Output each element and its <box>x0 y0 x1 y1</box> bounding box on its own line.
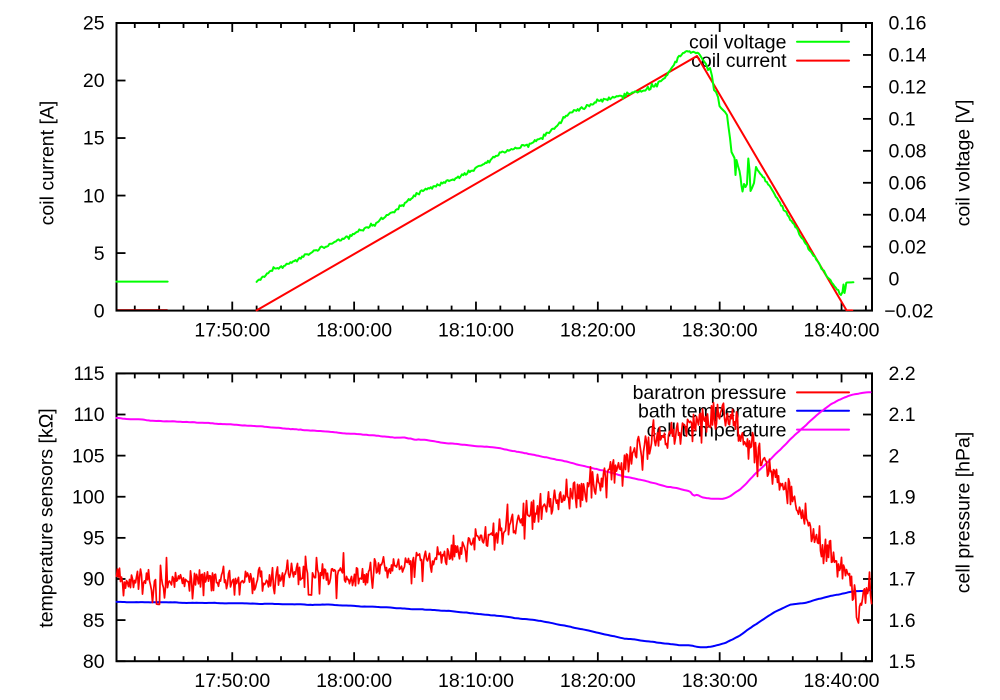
svg-text:0: 0 <box>889 268 900 290</box>
svg-text:0.04: 0.04 <box>889 204 927 226</box>
svg-text:18:20:00: 18:20:00 <box>560 670 636 692</box>
svg-text:coil voltage: coil voltage <box>689 31 787 53</box>
svg-text:coil voltage [V]: coil voltage [V] <box>953 100 975 227</box>
svg-text:17:50:00: 17:50:00 <box>194 670 270 692</box>
svg-text:18:40:00: 18:40:00 <box>804 320 880 342</box>
svg-text:18:30:00: 18:30:00 <box>682 320 758 342</box>
svg-text:17:50:00: 17:50:00 <box>194 320 270 342</box>
svg-text:115: 115 <box>74 363 105 385</box>
svg-text:18:10:00: 18:10:00 <box>438 320 514 342</box>
svg-text:cell pressure [hPa]: cell pressure [hPa] <box>953 432 975 594</box>
svg-text:1.9: 1.9 <box>889 486 916 508</box>
svg-text:0.14: 0.14 <box>889 45 927 67</box>
svg-text:0.08: 0.08 <box>889 141 927 163</box>
svg-text:1.6: 1.6 <box>889 610 916 632</box>
svg-text:1.5: 1.5 <box>889 651 916 673</box>
svg-text:2.2: 2.2 <box>889 363 916 385</box>
svg-text:90: 90 <box>83 569 105 591</box>
svg-text:0.16: 0.16 <box>889 13 927 35</box>
svg-text:18:20:00: 18:20:00 <box>560 320 636 342</box>
svg-text:0.06: 0.06 <box>889 173 927 195</box>
svg-text:temperature sensors [kΩ]: temperature sensors [kΩ] <box>36 408 58 627</box>
svg-text:2: 2 <box>889 445 900 467</box>
svg-text:18:00:00: 18:00:00 <box>316 320 392 342</box>
svg-text:95: 95 <box>83 528 105 550</box>
svg-text:0: 0 <box>94 300 105 322</box>
svg-text:110: 110 <box>74 404 105 426</box>
svg-text:20: 20 <box>83 70 105 92</box>
svg-text:18:10:00: 18:10:00 <box>438 670 514 692</box>
svg-text:baratron pressure: baratron pressure <box>633 382 787 404</box>
svg-text:18:30:00: 18:30:00 <box>682 670 758 692</box>
svg-text:0.02: 0.02 <box>889 236 927 258</box>
svg-text:80: 80 <box>83 651 105 673</box>
svg-text:18:00:00: 18:00:00 <box>316 670 392 692</box>
svg-text:1.8: 1.8 <box>889 528 916 550</box>
svg-text:15: 15 <box>83 128 105 150</box>
svg-text:25: 25 <box>83 13 105 35</box>
svg-text:5: 5 <box>94 243 105 265</box>
svg-text:coil current: coil current <box>691 50 787 72</box>
svg-text:2.1: 2.1 <box>889 404 916 426</box>
svg-text:10: 10 <box>83 185 105 207</box>
svg-text:105: 105 <box>72 445 105 467</box>
svg-text:coil current [A]: coil current [A] <box>37 101 59 226</box>
svg-text:1.7: 1.7 <box>889 569 916 591</box>
svg-text:0.12: 0.12 <box>889 77 927 99</box>
svg-text:−0.02: −0.02 <box>884 300 933 322</box>
svg-text:100: 100 <box>72 486 105 508</box>
svg-text:85: 85 <box>83 610 105 632</box>
svg-text:18:40:00: 18:40:00 <box>804 670 880 692</box>
svg-text:0.1: 0.1 <box>889 109 916 131</box>
